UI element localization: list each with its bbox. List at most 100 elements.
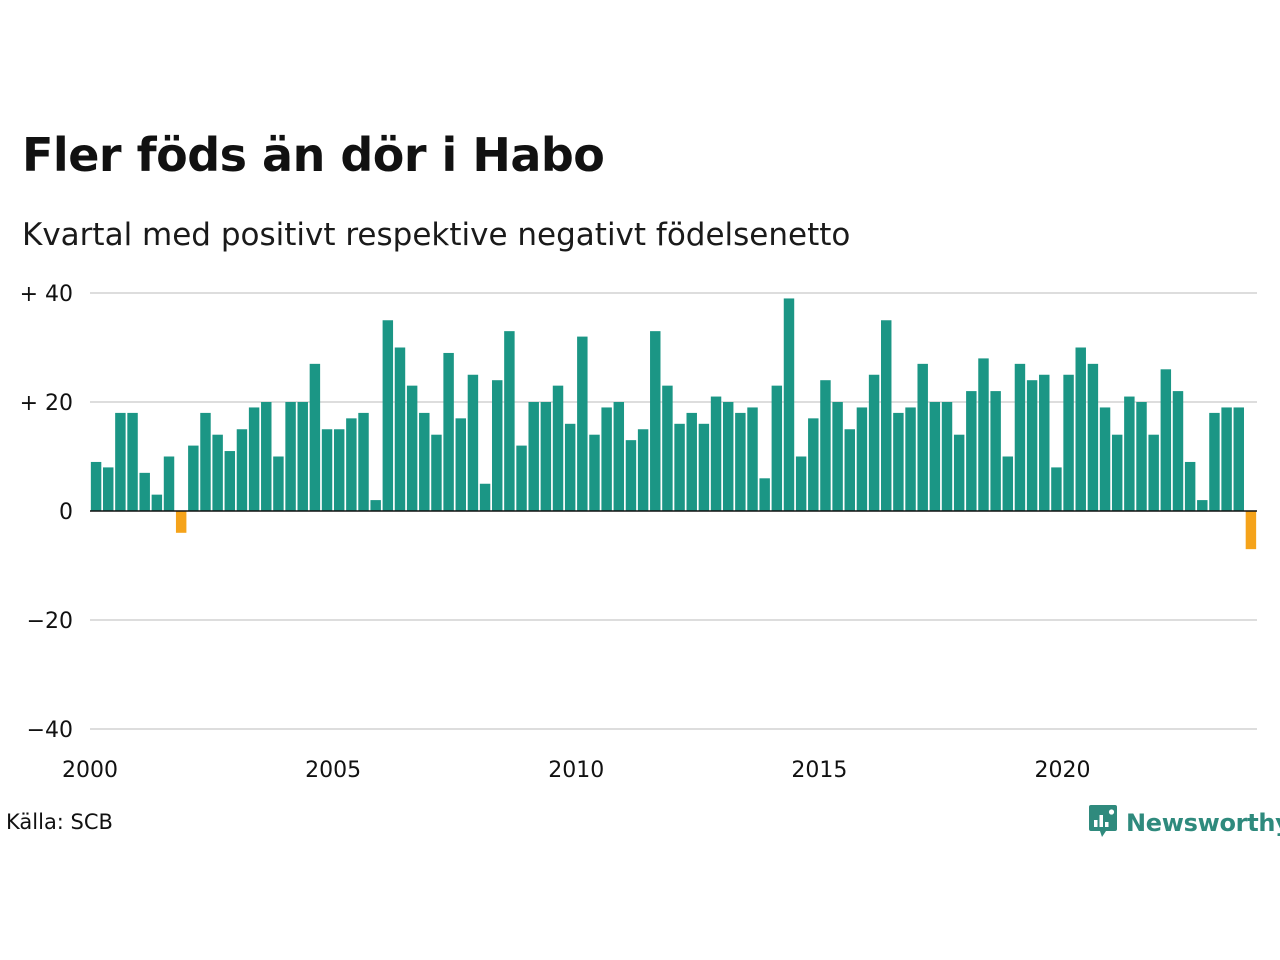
bar-2017-q2: [929, 402, 941, 511]
bar-2007-q3: [455, 418, 466, 511]
bar-2003-q4: [273, 456, 284, 511]
bar-2023-q1: [1209, 412, 1220, 511]
bar-2023-q2: [1221, 407, 1232, 511]
bar-2019-q4: [1051, 467, 1062, 511]
bar-2000-q3: [115, 412, 126, 511]
x-tick-label: 2000: [62, 758, 118, 783]
bar-2012-q4: [710, 396, 722, 511]
bar-2009-q4: [564, 423, 576, 511]
bar-2000-q2: [103, 467, 114, 511]
bar-2018-q1: [966, 391, 977, 511]
bar-2020-q1: [1063, 374, 1074, 511]
bar-2018-q3: [990, 391, 1001, 511]
chart-subtitle: Kvartal med positivt respektive negativt…: [22, 217, 851, 253]
bar-2003-q1: [236, 429, 248, 511]
brand-logo: Newsworthy: [1088, 803, 1280, 843]
bar-2012-q3: [698, 423, 710, 511]
bar-2023-q3: [1233, 407, 1244, 511]
bar-2008-q1: [479, 483, 491, 511]
bar-2006-q3: [406, 385, 418, 511]
bar-2006-q4: [419, 412, 430, 511]
bar-2016-q1: [868, 374, 880, 511]
bar-2022-q2: [1172, 391, 1184, 511]
bar-2014-q4: [808, 418, 819, 511]
bar-2013-q3: [747, 407, 758, 511]
bar-2017-q4: [953, 434, 965, 511]
bar-2002-q2: [200, 412, 211, 511]
bar-2002-q4: [224, 451, 236, 511]
bar-2004-q4: [321, 429, 333, 511]
bar-2016-q3: [893, 412, 904, 511]
bar-2001-q4: [175, 511, 187, 533]
bar-2018-q2: [978, 358, 989, 511]
newsworthy-logo-icon: [1088, 803, 1118, 843]
bar-2007-q1: [431, 434, 442, 511]
bar-chart: + 40 + 20 0 −20 −40 2000 2005 2010 2015 2020: [20, 282, 1257, 783]
x-tick-label: 2005: [305, 758, 361, 783]
bars: [90, 298, 1257, 550]
bar-2020-q4: [1099, 407, 1111, 511]
bar-2002-q1: [188, 445, 199, 511]
bar-2010-q4: [613, 402, 625, 511]
bar-2005-q4: [370, 500, 381, 511]
bar-2022-q1: [1160, 369, 1172, 511]
bar-2014-q1: [771, 385, 783, 511]
y-tick-label: −20: [27, 609, 73, 634]
bar-2022-q3: [1184, 461, 1196, 511]
bar-2009-q3: [552, 385, 564, 511]
bar-2013-q1: [722, 402, 734, 511]
x-tick-label: 2020: [1035, 758, 1091, 783]
bar-2019-q1: [1014, 363, 1026, 511]
bar-2017-q3: [941, 402, 953, 511]
bar-2004-q1: [285, 402, 296, 511]
bar-2013-q4: [759, 478, 770, 511]
bar-2001-q3: [163, 456, 175, 511]
bar-2008-q3: [504, 331, 515, 511]
bar-2001-q2: [151, 494, 163, 511]
bar-2021-q2: [1124, 396, 1135, 511]
bar-2014-q3: [795, 456, 807, 511]
bar-2023-q4: [1245, 511, 1257, 550]
bar-2007-q4: [467, 374, 479, 511]
y-tick-label: + 40: [20, 282, 73, 307]
brand-name: Newsworthy: [1126, 809, 1280, 837]
bar-2012-q2: [686, 412, 697, 511]
bar-2011-q4: [662, 385, 673, 511]
bar-2000-q1: [90, 461, 102, 511]
bar-2022-q4: [1197, 500, 1208, 511]
bar-2011-q1: [625, 440, 637, 511]
bar-2004-q2: [297, 402, 308, 511]
y-axis-labels: + 40 + 20 0 −20 −40: [20, 282, 73, 743]
bar-2010-q1: [577, 336, 588, 511]
bar-2015-q1: [820, 380, 831, 511]
bar-2021-q4: [1148, 434, 1159, 511]
bar-2005-q2: [346, 418, 357, 511]
y-tick-label: −40: [27, 718, 73, 743]
source-note: Källa: SCB: [6, 810, 113, 834]
x-axis-labels: 2000 2005 2010 2015 2020: [62, 758, 1091, 783]
bar-2001-q1: [139, 472, 150, 511]
bar-2021-q1: [1111, 434, 1123, 511]
bar-2020-q2: [1075, 347, 1086, 511]
bar-2011-q2: [637, 429, 649, 511]
bar-2009-q2: [540, 402, 552, 511]
bar-2021-q3: [1136, 402, 1147, 511]
bar-2015-q4: [856, 407, 868, 511]
bar-2019-q2: [1026, 380, 1038, 511]
x-tick-label: 2015: [791, 758, 847, 783]
bar-2020-q3: [1087, 363, 1099, 511]
bar-2018-q4: [1002, 456, 1014, 511]
bar-2017-q1: [917, 363, 928, 511]
bar-2002-q3: [212, 434, 223, 511]
bar-2013-q2: [735, 412, 746, 511]
y-tick-label: 0: [59, 500, 73, 525]
bar-2004-q3: [309, 363, 321, 511]
bar-2003-q3: [261, 402, 272, 511]
x-tick-label: 2010: [548, 758, 604, 783]
bar-2000-q4: [127, 412, 138, 511]
bar-2005-q1: [333, 429, 345, 511]
bar-2015-q3: [844, 429, 855, 511]
bar-2008-q4: [516, 445, 527, 511]
bar-2010-q3: [601, 407, 612, 511]
bar-2019-q3: [1039, 374, 1050, 511]
